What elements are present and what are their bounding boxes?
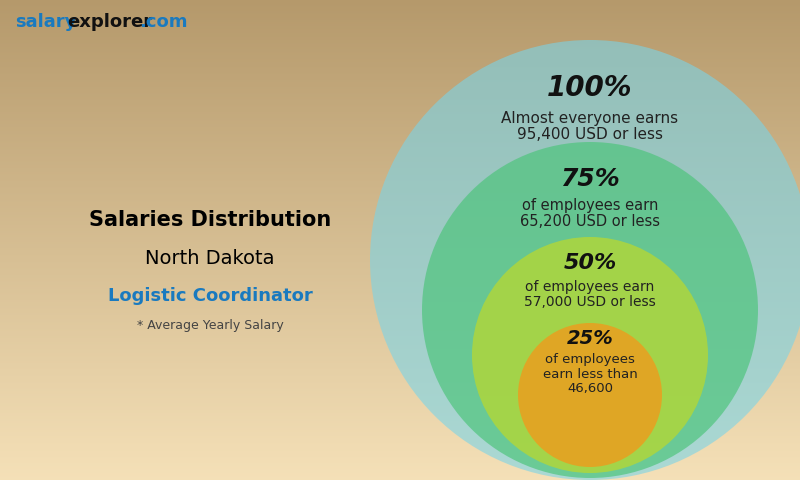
Text: of employees earn: of employees earn xyxy=(522,198,658,214)
Circle shape xyxy=(422,142,758,478)
Text: * Average Yearly Salary: * Average Yearly Salary xyxy=(137,320,283,333)
Text: of employees: of employees xyxy=(545,353,635,366)
Text: .com: .com xyxy=(139,13,187,31)
Text: 75%: 75% xyxy=(560,167,620,191)
Text: 46,600: 46,600 xyxy=(567,382,613,395)
Circle shape xyxy=(518,323,662,467)
Text: 50%: 50% xyxy=(563,253,617,273)
Text: earn less than: earn less than xyxy=(542,368,638,381)
Text: salary: salary xyxy=(15,13,76,31)
Text: 65,200 USD or less: 65,200 USD or less xyxy=(520,214,660,229)
Text: Logistic Coordinator: Logistic Coordinator xyxy=(108,287,312,305)
Text: 57,000 USD or less: 57,000 USD or less xyxy=(524,295,656,309)
Circle shape xyxy=(472,237,708,473)
Text: 95,400 USD or less: 95,400 USD or less xyxy=(517,127,663,143)
Text: explorer: explorer xyxy=(67,13,152,31)
Text: 100%: 100% xyxy=(547,74,633,102)
Text: Almost everyone earns: Almost everyone earns xyxy=(502,111,678,126)
Text: Salaries Distribution: Salaries Distribution xyxy=(89,210,331,230)
Text: North Dakota: North Dakota xyxy=(146,249,274,267)
Text: 25%: 25% xyxy=(566,329,614,348)
Text: of employees earn: of employees earn xyxy=(526,280,654,294)
Circle shape xyxy=(370,40,800,480)
